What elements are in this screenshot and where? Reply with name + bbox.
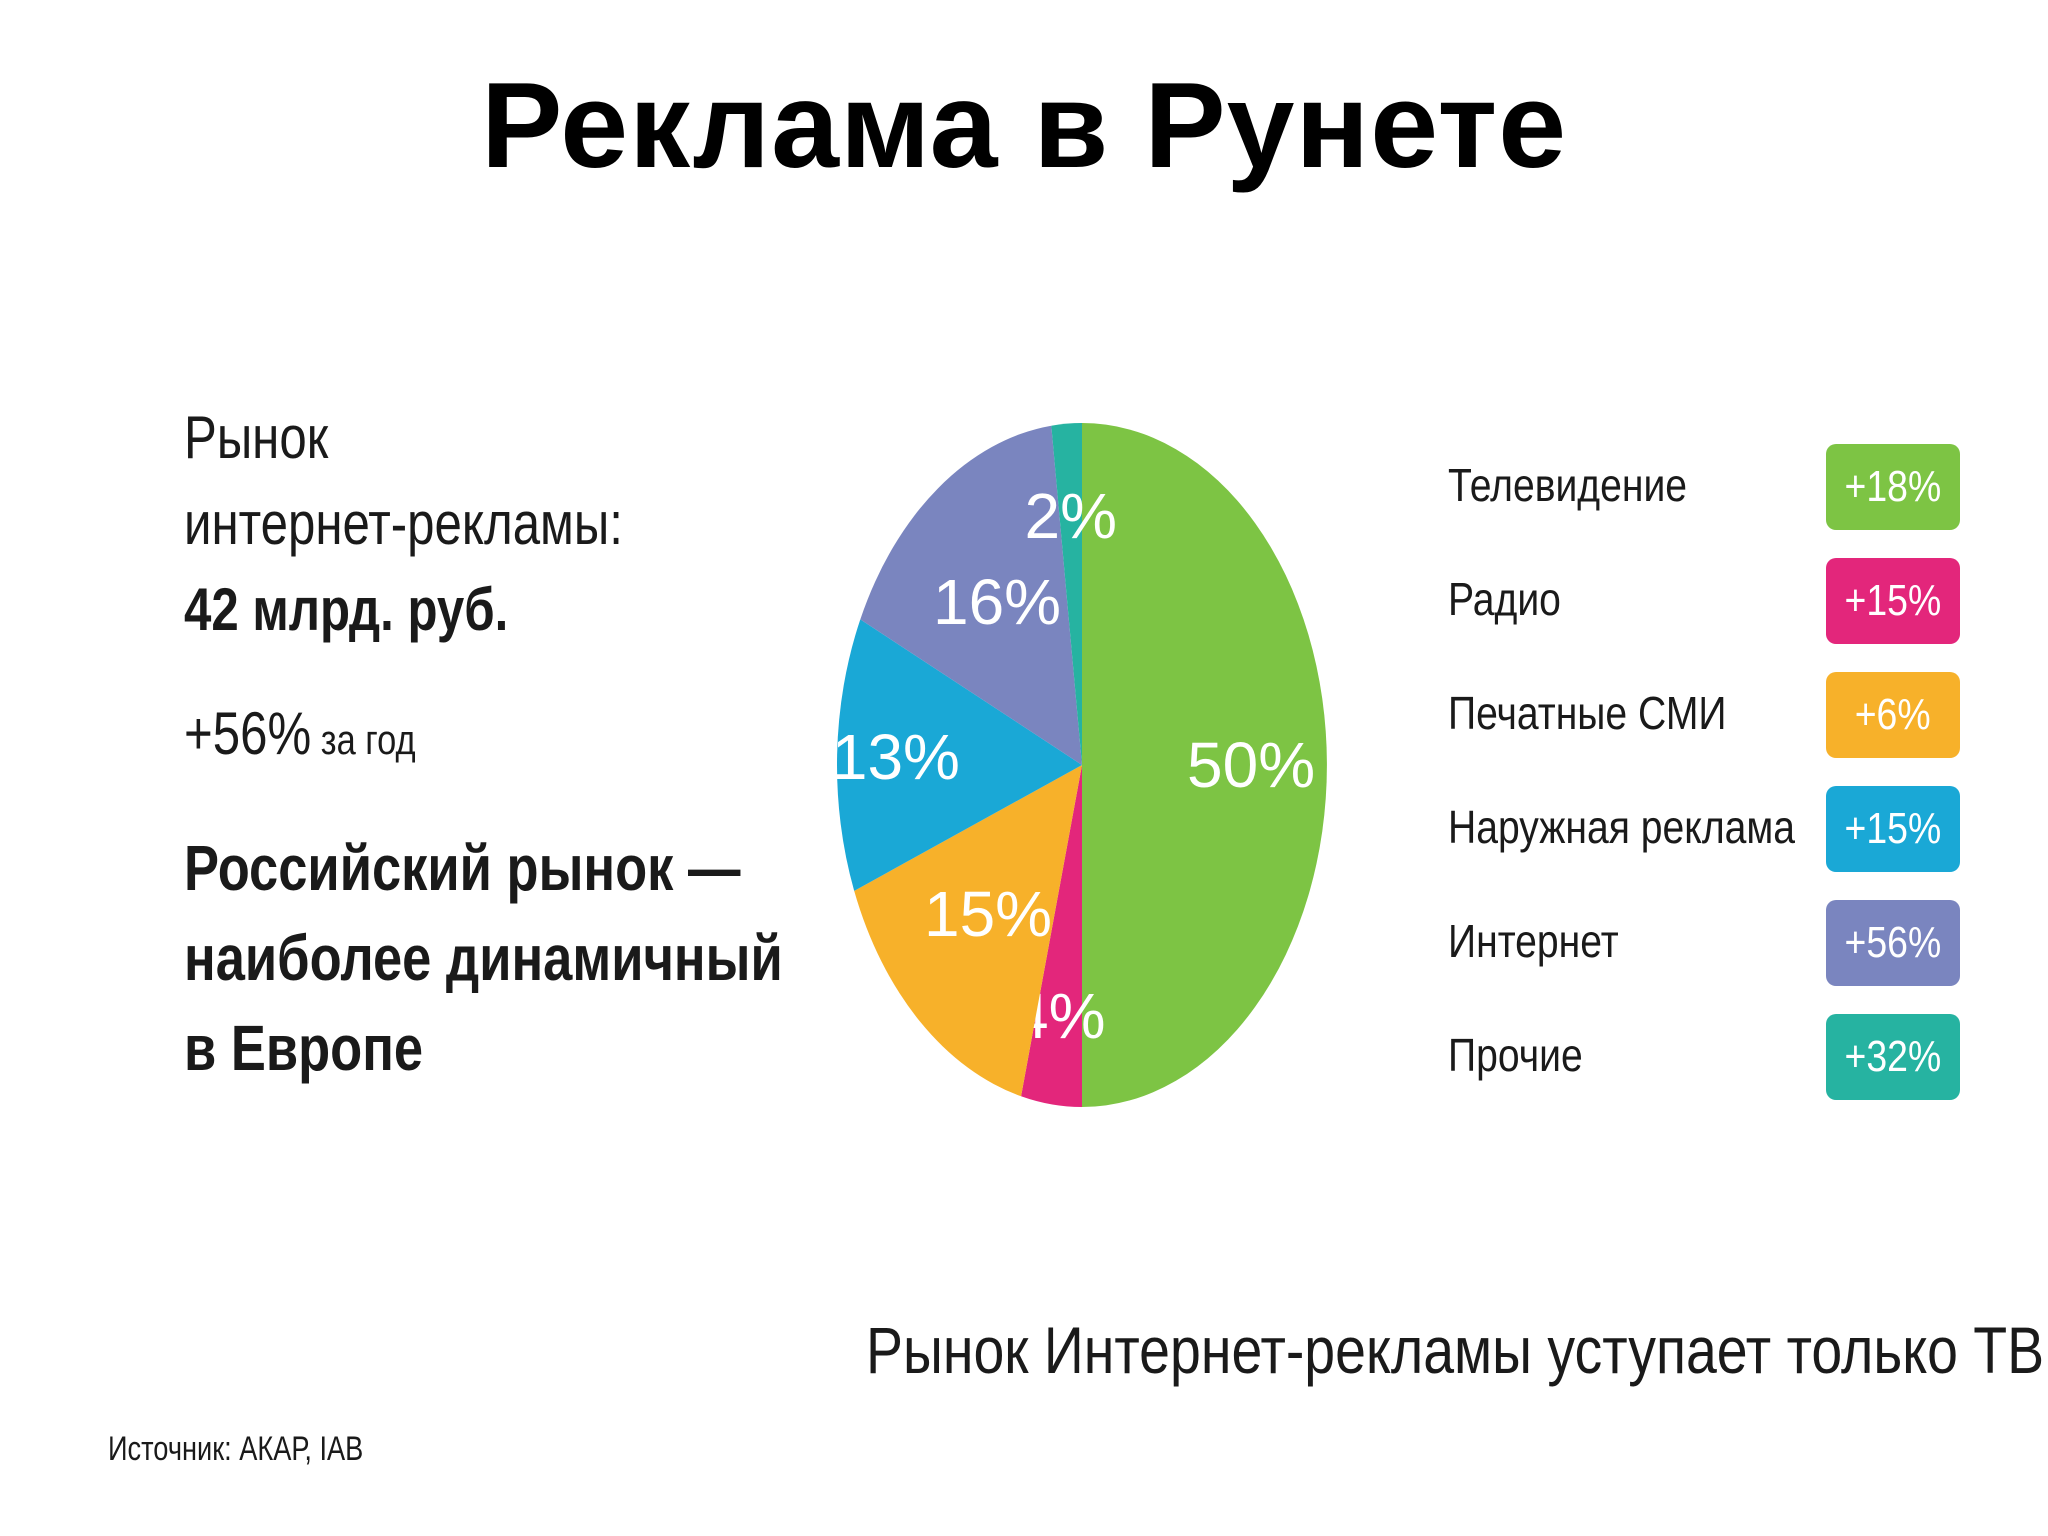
pie-slice-6	[1051, 423, 1082, 765]
growth-badge: +18%	[1826, 444, 1960, 530]
pie-slice-label-1: 50%	[1187, 729, 1315, 801]
pie-slice-3	[854, 765, 1082, 1097]
pie-slice-4	[837, 619, 1082, 891]
growth-badge: +6%	[1826, 672, 1960, 758]
growth-badge: +15%	[1826, 786, 1960, 872]
claim-line-3: в Европе	[184, 1012, 424, 1084]
growth-badge-value: +15%	[1844, 804, 1942, 853]
growth-badge-value: +32%	[1844, 1032, 1942, 1081]
slide-title: Реклама в Рунете	[480, 57, 1568, 193]
legend-label: Радио	[1448, 573, 1561, 625]
growth-percent: +56%	[184, 700, 312, 767]
pie-slice-2	[1021, 765, 1082, 1107]
legend: Телевидение +18% Радио +15% Печатные СМИ +6% Н…	[1448, 440, 1968, 1124]
growth-text: за год	[311, 716, 416, 763]
market-value: 42 млрд. руб.	[184, 576, 509, 643]
legend-item: Интернет +56%	[1448, 896, 1968, 1010]
legend-item: Печатные СМИ +6%	[1448, 668, 1968, 782]
legend-label: Телевидение	[1448, 459, 1688, 511]
pie-slice-label-3: 15%	[924, 878, 1052, 950]
growth-badge: +15%	[1826, 558, 1960, 644]
pie-slice-5	[860, 425, 1082, 765]
market-line-1: Рынок	[184, 404, 329, 471]
market-line-2: интернет-рекламы:	[184, 490, 623, 557]
legend-label: Интернет	[1448, 915, 1619, 967]
pie-slice-1	[1082, 423, 1327, 1107]
growth-badge-value: +56%	[1844, 918, 1942, 967]
growth-badge-value: +15%	[1844, 576, 1942, 625]
growth-badge: +56%	[1826, 900, 1960, 986]
legend-label: Прочие	[1448, 1029, 1583, 1081]
left-panel: Рынок интернет-рекламы: 42 млрд. руб. +5…	[184, 395, 824, 1093]
legend-item: Телевидение +18%	[1448, 440, 1968, 554]
legend-item: Прочие +32%	[1448, 1010, 1968, 1124]
footer-note: Рынок Интернет-рекламы уступает только Т…	[866, 1313, 2045, 1387]
growth-badge-value: +6%	[1855, 690, 1931, 739]
legend-label: Печатные СМИ	[1448, 687, 1727, 739]
legend-item: Радио +15%	[1448, 554, 1968, 668]
pie-slice-label-6: 2%	[1025, 480, 1118, 552]
growth-badge: +32%	[1826, 1014, 1960, 1100]
claim-line-1: Российский рынок —	[184, 832, 741, 904]
growth-badge-value: +18%	[1844, 462, 1942, 511]
growth-line: +56% за год	[184, 691, 709, 783]
source-note: Источник: АКАР, IAB	[108, 1430, 364, 1468]
legend-item: Наружная реклама +15%	[1448, 782, 1968, 896]
claim-block: Российский рынок — наиболее динамичный в…	[184, 823, 824, 1093]
pie-slice-label-4: 13%	[832, 721, 960, 793]
legend-label: Наружная реклама	[1448, 801, 1796, 853]
pie-chart: 50%4%15%13%16%2%	[832, 423, 1327, 1107]
claim-line-2: наиболее динамичный	[184, 922, 783, 994]
pie-slice-label-5: 16%	[933, 566, 1061, 638]
